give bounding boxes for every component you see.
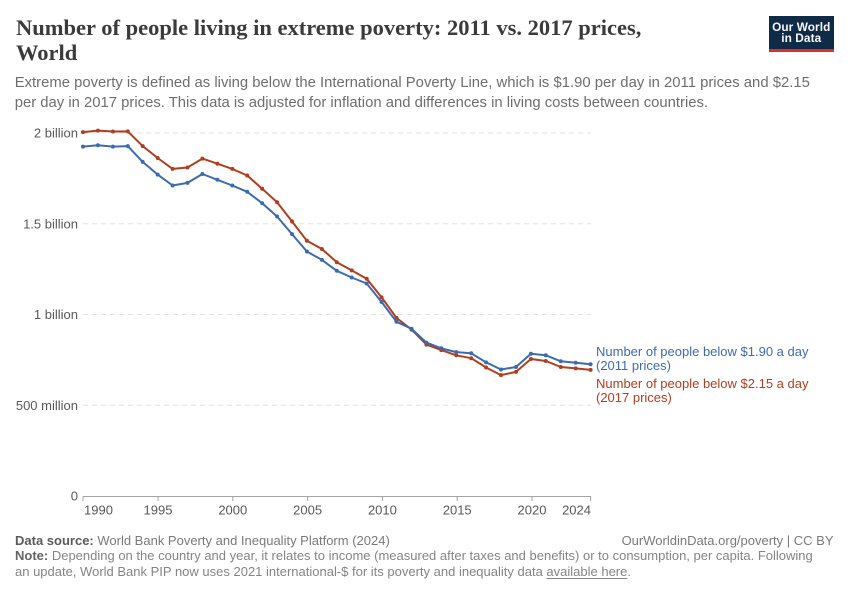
svg-text:0: 0 [71,489,78,504]
svg-text:500 million: 500 million [16,398,78,413]
svg-text:1.5 billion: 1.5 billion [23,216,78,231]
svg-text:2000: 2000 [218,502,247,517]
svg-text:2024: 2024 [562,502,591,517]
svg-text:2010: 2010 [368,502,397,517]
svg-text:2005: 2005 [293,502,322,517]
svg-text:2020: 2020 [518,502,547,517]
svg-text:2 billion: 2 billion [34,126,78,141]
svg-text:1995: 1995 [144,502,173,517]
svg-text:2015: 2015 [443,502,472,517]
svg-text:1990: 1990 [84,502,113,517]
svg-text:1 billion: 1 billion [34,307,78,322]
